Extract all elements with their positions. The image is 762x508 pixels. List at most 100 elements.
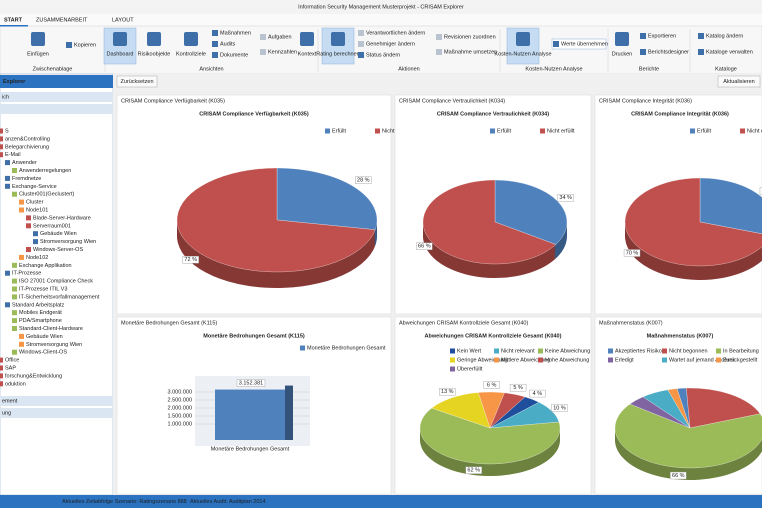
tab[interactable]: ZUSAMMENARBEIT [36,17,88,23]
tree-item[interactable]: E-Mail [5,152,21,158]
button-icon[interactable] [553,41,559,47]
button-icon[interactable] [436,34,442,40]
ribbon-button[interactable]: Kontext [298,51,317,57]
button-icon[interactable] [260,49,266,55]
ribbon-button[interactable]: Verantwortlichen ändern [366,30,425,36]
ribbon-button[interactable]: Exportieren [648,33,676,39]
tree-item[interactable]: Gebäude Wien [40,231,77,237]
ribbon-group-label: Ansichten [199,66,223,72]
section-bar[interactable] [0,408,113,418]
tree-icon [5,302,10,308]
button-icon[interactable] [640,33,646,39]
button-icon[interactable] [212,52,218,58]
button-icon[interactable] [212,41,218,47]
section-bar[interactable] [0,396,113,406]
tree-item[interactable]: Belegarchivierung [5,144,49,150]
ribbon-button[interactable]: Maßnahme umsetzen [444,49,497,55]
ribbon-button[interactable]: Einfügen [27,51,49,57]
ribbon-button[interactable]: Drucken [612,51,632,57]
button-icon[interactable] [516,32,530,46]
button-icon[interactable] [698,49,704,55]
tree-item[interactable]: Windows-Server-OS [33,247,83,253]
ribbon-button[interactable]: Kopieren [74,42,96,48]
button-icon[interactable] [358,52,364,58]
ribbon-button[interactable]: Rating berechnen [316,51,359,57]
button[interactable] [717,75,761,88]
tree-item[interactable]: Gebäude Wien [26,334,63,340]
tree-item[interactable]: Cluster [26,200,44,206]
tree-item[interactable]: ISO 27001 Compliance Check [19,279,93,285]
ribbon-button[interactable]: Revisionen zuordnen [444,34,496,40]
tree-item[interactable]: Standard-Client-Hardware [19,326,83,332]
button-icon[interactable] [331,32,345,46]
button-icon[interactable] [615,32,629,46]
ribbon-button[interactable]: Dashboard [107,51,134,57]
tree-item[interactable]: Windows-Client-OS [19,350,67,356]
ribbon-button[interactable]: Kosten-Nutzen Analyse [494,51,551,57]
button[interactable] [116,75,158,88]
ribbon-button[interactable]: Status ändern [366,52,400,58]
button-icon[interactable] [698,33,704,39]
tree-item[interactable]: anzen&Controlling [5,136,50,142]
tree-item[interactable]: SAP [5,365,16,371]
tree-item[interactable]: Blade-Server-Hardware [33,215,91,221]
button-icon[interactable] [31,32,45,46]
tree-item[interactable]: S [5,128,9,134]
ribbon-button[interactable]: Aufgaben [268,34,292,40]
button-icon[interactable] [358,30,364,36]
ribbon-button[interactable]: Kataloge verwalten [706,49,753,55]
tree-item[interactable]: Anwenderregelungen [19,168,71,174]
tab[interactable]: START [4,17,23,23]
ribbon-button[interactable]: Genehmiger ändern [366,41,415,47]
ribbon-button[interactable]: Kontrollziele [176,51,206,57]
ribbon-button[interactable]: Maßnahmen [220,30,251,36]
tree-item[interactable]: Node102 [26,255,48,261]
ribbon-group-label: Kataloge [715,66,737,72]
legend-label: In Bearbeitung [723,348,759,354]
ribbon-button[interactable]: Werte übernehmen [561,41,608,47]
tree-item[interactable]: Standard Arbeitsplatz [12,302,65,308]
section-bar[interactable] [0,92,113,102]
tab[interactable]: LAYOUT [112,17,134,23]
button-icon[interactable] [113,32,127,46]
tree-item[interactable]: IT-Sicherheitsvorfallmanagement [19,294,100,300]
tree-item[interactable]: Exchange Applikation [19,263,72,269]
legend-swatch [325,128,330,134]
tree-item[interactable]: IT-Prozesse [12,271,41,277]
button-icon[interactable] [66,42,72,48]
button-icon[interactable] [640,49,646,55]
tree-item[interactable]: Stromversorgung Wien [26,342,82,348]
button-icon[interactable] [358,41,364,47]
tree-item[interactable]: Mobiles Endgerät [19,310,62,316]
button-icon[interactable] [300,32,314,46]
data-label: 72 % [184,257,197,263]
ribbon-button[interactable]: Dokumente [220,52,248,58]
tree-item[interactable]: Node101 [26,207,48,213]
button-icon[interactable] [212,30,218,36]
tree-item[interactable]: forschung&Entwicklung [5,373,62,379]
tree-item[interactable]: Anwender [12,160,37,166]
tree-item[interactable]: Exchange-Service [12,184,57,190]
chart-caption: Abweichungen CRISAM Kontrollziele Gesamt… [399,320,528,326]
tree-item[interactable]: PDA/Smartphone [19,318,62,324]
button-icon[interactable] [436,49,442,55]
button-icon[interactable] [147,32,161,46]
tree-item[interactable]: Stromversorgung Wien [40,239,96,245]
data-label: 10 % [553,405,566,411]
tree-item[interactable]: Fremdnetze [12,176,41,182]
ribbon-button[interactable]: Audits [220,41,236,47]
ribbon-button[interactable]: Katalog ändern [706,33,743,39]
ribbon-button[interactable]: Berichtsdesigner [648,49,689,55]
tree-item[interactable]: Office [5,358,19,364]
tree-item[interactable]: Serverraum001 [33,223,71,229]
tree-item[interactable]: Cluster001(Geclustert) [19,192,74,198]
legend-swatch [608,348,613,354]
ribbon-button[interactable]: Risikoobjekte [138,51,171,57]
button-icon[interactable] [184,32,198,46]
ribbon-button[interactable]: Kennzahlen [268,49,297,55]
tree-item[interactable]: oduktion [5,381,26,387]
chart-title: CRISAM Compliance Verfügbarkeit (K035) [199,111,309,117]
tree-item[interactable]: IT-Prozesse ITIL V3 [19,286,67,292]
tree-icon [12,349,17,355]
button-icon[interactable] [260,34,266,40]
